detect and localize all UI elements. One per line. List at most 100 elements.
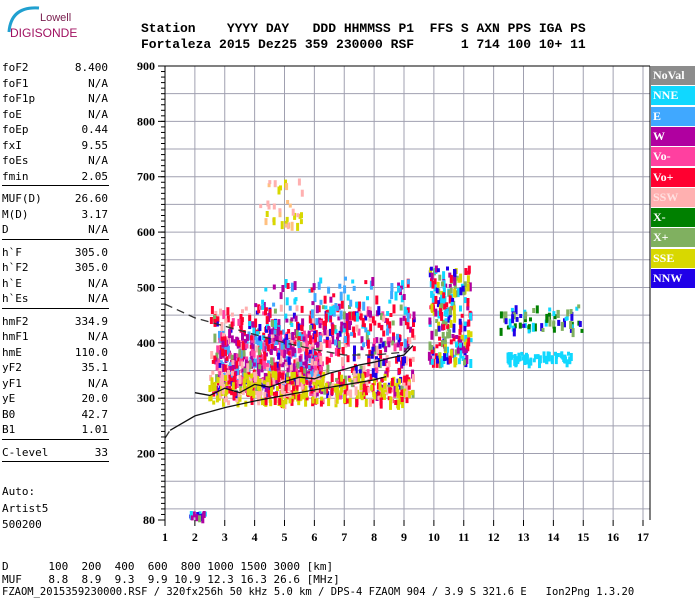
- param-row: foE N/A: [2, 107, 108, 122]
- echo-point: [406, 343, 410, 350]
- echo-point: [444, 318, 448, 324]
- echo-point: [272, 284, 276, 290]
- echo-point: [308, 288, 312, 293]
- echo-point: [345, 313, 349, 322]
- echo-point: [569, 353, 573, 361]
- echo-point: [235, 398, 239, 403]
- echo-point: [226, 345, 230, 355]
- echo-point: [311, 342, 314, 347]
- echo-point: [293, 339, 297, 346]
- echo-point: [459, 305, 462, 312]
- legend-item: NoVal: [651, 66, 695, 85]
- echo-point: [290, 317, 294, 322]
- echo-point: [279, 304, 283, 312]
- echo-point: [267, 333, 271, 338]
- echo-point: [261, 304, 265, 310]
- divider: [2, 438, 109, 440]
- echo-point: [295, 391, 299, 400]
- echo-point: [311, 396, 315, 404]
- echo-point: [364, 280, 368, 285]
- echo-point: [453, 269, 457, 278]
- echo-point: [451, 334, 455, 338]
- echo-point: [348, 305, 351, 309]
- echo-point: [454, 349, 458, 356]
- echo-point: [388, 326, 392, 334]
- echo-point: [371, 346, 375, 351]
- echo-point: [560, 321, 564, 331]
- echo-point: [567, 351, 570, 356]
- echo-point: [257, 347, 261, 356]
- echo-point: [267, 204, 271, 210]
- echo-point: [442, 287, 446, 296]
- echo-point: [519, 314, 523, 318]
- echo-point: [533, 323, 537, 332]
- echo-point: [248, 376, 252, 385]
- echo-point: [288, 394, 292, 404]
- echo-point: [270, 380, 274, 390]
- echo-point: [317, 305, 321, 313]
- echo-point: [318, 378, 322, 388]
- echo-point: [290, 372, 294, 381]
- echo-point: [376, 382, 380, 390]
- echo-point: [212, 400, 216, 405]
- divider: [2, 461, 109, 462]
- echo-point: [394, 291, 398, 301]
- echo-point: [540, 323, 544, 332]
- echo-point: [548, 319, 552, 327]
- echo-point: [319, 341, 323, 350]
- echo-point: [449, 274, 453, 283]
- echo-point: [388, 299, 392, 304]
- echo-point: [263, 338, 267, 343]
- echo-point: [319, 399, 323, 407]
- echo-point: [328, 340, 332, 349]
- echo-point: [296, 374, 300, 379]
- param-row: C-level 33: [2, 445, 108, 460]
- echo-point: [245, 343, 249, 349]
- echo-point: [546, 351, 550, 358]
- echo-point: [251, 321, 255, 328]
- echo-point: [267, 325, 271, 330]
- echo-point: [291, 332, 295, 340]
- echo-point: [222, 372, 226, 377]
- echo-point: [275, 397, 279, 403]
- echo-point: [256, 355, 260, 365]
- echo-point: [325, 336, 329, 341]
- legend-item: W: [651, 126, 695, 146]
- echo-point: [554, 351, 557, 356]
- echo-point: [295, 328, 299, 337]
- echo-point: [292, 363, 296, 369]
- echo-point: [384, 371, 388, 377]
- echo-point: [308, 335, 312, 345]
- echo-point: [430, 303, 434, 312]
- echo-point: [529, 317, 532, 322]
- echo-point: [304, 385, 308, 392]
- echo-point: [269, 400, 273, 407]
- echo-point: [280, 384, 284, 394]
- divider: [2, 185, 109, 186]
- echo-point: [433, 278, 437, 286]
- echo-point: [293, 350, 297, 358]
- echo-point: [443, 303, 447, 310]
- echo-point: [264, 387, 268, 394]
- x-tick-label: 11: [458, 530, 469, 544]
- echo-point: [387, 341, 391, 348]
- echo-point: [459, 273, 463, 283]
- echo-point: [438, 274, 442, 281]
- echo-point: [363, 371, 367, 378]
- echo-point: [510, 307, 514, 312]
- x-tick-label: 2: [192, 530, 198, 544]
- echo-point: [258, 364, 262, 370]
- echo-point: [399, 285, 403, 290]
- logo-lowell: Lowell: [40, 12, 72, 24]
- echo-point: [377, 395, 381, 400]
- echo-point: [338, 392, 342, 400]
- divider: [2, 307, 109, 309]
- echo-point: [290, 338, 294, 343]
- echo-point: [311, 369, 315, 378]
- echo-point: [397, 378, 401, 385]
- echo-point: [305, 396, 309, 401]
- echo-point: [221, 340, 225, 348]
- echo-point: [435, 287, 439, 294]
- echo-point: [384, 359, 388, 364]
- echo-point: [349, 389, 353, 398]
